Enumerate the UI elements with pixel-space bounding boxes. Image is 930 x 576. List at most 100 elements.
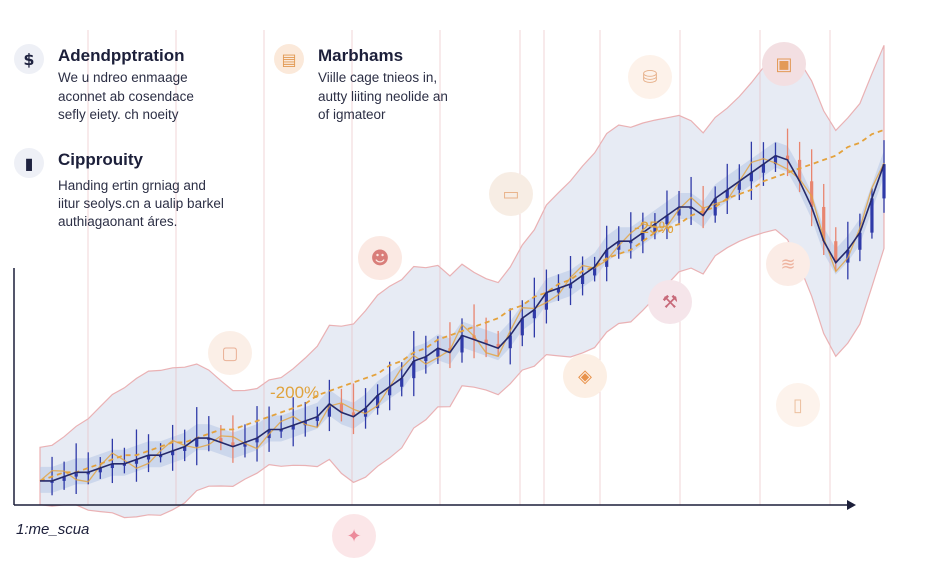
candle-body bbox=[870, 198, 874, 233]
candle-body bbox=[400, 378, 404, 387]
info-title: Marbhams bbox=[318, 46, 404, 65]
candle-body bbox=[798, 159, 802, 182]
candle-body bbox=[243, 442, 247, 447]
candle-body bbox=[460, 335, 464, 353]
outer-band bbox=[39, 45, 885, 519]
candle-body bbox=[593, 266, 597, 276]
candle-body bbox=[472, 335, 476, 340]
candle-body bbox=[255, 438, 259, 443]
info-line: iitur seolys.cn a ualip barkel bbox=[58, 196, 224, 211]
candle-body bbox=[761, 164, 766, 173]
moving-average-line bbox=[39, 158, 885, 483]
x-axis-arrow-icon bbox=[847, 500, 856, 510]
heart-icon: ✦ bbox=[332, 514, 376, 558]
candle-body bbox=[303, 420, 307, 426]
trend-line bbox=[39, 129, 885, 482]
candle-body bbox=[713, 198, 717, 216]
candle-body bbox=[641, 232, 645, 242]
info-title: Cipprouity bbox=[58, 150, 143, 169]
info-block-3: ▮ Cipprouity Handing ertin grniag and ii… bbox=[14, 148, 244, 238]
candle-body bbox=[195, 438, 199, 447]
candle-body bbox=[363, 408, 368, 417]
candle-body bbox=[134, 459, 139, 464]
candle-body bbox=[339, 403, 344, 413]
candle-body bbox=[737, 181, 741, 190]
candle-body bbox=[86, 472, 90, 475]
package-icon: ▣ bbox=[762, 42, 806, 86]
candle-body bbox=[183, 446, 187, 451]
candle-body bbox=[810, 181, 814, 207]
crate-icon: ⛁ bbox=[628, 55, 672, 99]
candle-body bbox=[677, 206, 681, 216]
candle-body bbox=[424, 356, 428, 362]
candle-body bbox=[725, 189, 729, 199]
candle-body bbox=[665, 215, 669, 225]
candle-body bbox=[110, 463, 114, 469]
candle-body bbox=[291, 425, 295, 430]
candle-body bbox=[231, 442, 235, 447]
info-line: autty liiting neolide an bbox=[318, 89, 448, 104]
info-block-2: ▤ Marbhams Viille cage tnieos in, autty … bbox=[274, 44, 504, 134]
candle-body bbox=[327, 403, 331, 417]
info-line: sefly eiety. ch noeity bbox=[58, 107, 179, 122]
candle-body bbox=[508, 335, 512, 349]
annotation-minus-25: -25% bbox=[634, 218, 674, 237]
candle-body bbox=[388, 386, 392, 396]
candle-body bbox=[74, 472, 78, 477]
person-icon: ☻ bbox=[358, 236, 402, 280]
candle-body bbox=[436, 348, 440, 357]
chat-icon: ▮ bbox=[14, 148, 44, 178]
series-lines bbox=[39, 129, 885, 483]
candle-body bbox=[207, 438, 211, 441]
candle-body bbox=[629, 241, 633, 244]
candle-body bbox=[858, 232, 862, 250]
candle-body bbox=[50, 480, 54, 483]
vertical-gridlines bbox=[87, 30, 831, 505]
info-line: of igmateor bbox=[318, 107, 386, 122]
candle-body bbox=[532, 309, 536, 319]
candle-body bbox=[62, 476, 66, 481]
candle-body bbox=[580, 275, 585, 284]
candle-body bbox=[785, 155, 790, 160]
axes bbox=[13, 268, 856, 510]
info-line: We u ndreo enmaage bbox=[58, 70, 188, 85]
money-bag-icon: ▭ bbox=[489, 172, 533, 216]
candle-body bbox=[568, 284, 573, 289]
candle-body bbox=[158, 455, 163, 458]
cube-icon: ◈ bbox=[563, 354, 607, 398]
wallet-icon: ▢ bbox=[208, 331, 252, 375]
candle-body bbox=[749, 172, 753, 182]
candle-body bbox=[351, 412, 356, 417]
candle-body bbox=[315, 416, 319, 421]
stack-icon: ≋ bbox=[766, 242, 810, 286]
candle-body bbox=[834, 241, 838, 263]
candle-body bbox=[98, 468, 102, 473]
document-icon: ▯ bbox=[776, 383, 820, 427]
box-icon: ▤ bbox=[274, 44, 304, 74]
info-line: aconnet ab cosendace bbox=[58, 89, 194, 104]
candle-body bbox=[653, 224, 657, 233]
candle-body bbox=[544, 292, 548, 310]
candle-body bbox=[376, 395, 380, 409]
info-line: Viille cage tnieos in, bbox=[318, 70, 438, 85]
dollar-icon: $ bbox=[14, 44, 44, 74]
info-line: authiagaonant áres. bbox=[58, 214, 178, 229]
x-axis-label: 1:me_scua bbox=[16, 521, 90, 538]
candle-body bbox=[219, 438, 223, 443]
candle-body bbox=[496, 343, 500, 349]
candle-body bbox=[279, 429, 283, 432]
info-block-1: $ Adendpptration We u ndreo enmaage acon… bbox=[14, 44, 244, 134]
candle-body bbox=[484, 339, 488, 344]
candle-body bbox=[773, 155, 778, 165]
candle-body bbox=[412, 361, 416, 379]
price-line bbox=[40, 154, 885, 482]
candle-body bbox=[882, 164, 886, 199]
info-line: Handing ertin grniag and bbox=[58, 178, 206, 193]
candle-body bbox=[556, 288, 561, 293]
candle-body bbox=[822, 206, 826, 242]
annotation-minus-200: -200% bbox=[270, 383, 320, 402]
candle-body bbox=[146, 455, 151, 460]
tool-icon: ⚒ bbox=[648, 280, 692, 324]
candle-body bbox=[171, 450, 175, 456]
